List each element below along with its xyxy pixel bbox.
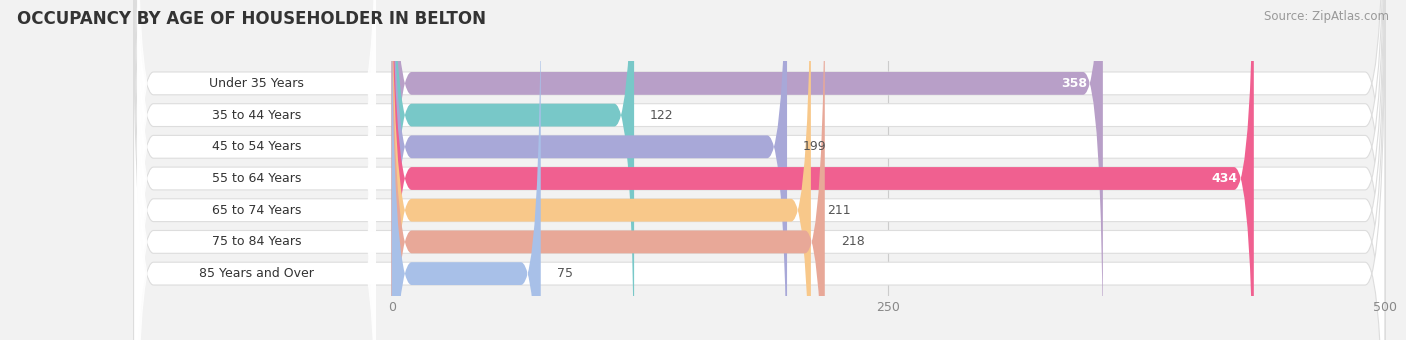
Text: 35 to 44 Years: 35 to 44 Years: [212, 108, 301, 122]
Text: 55 to 64 Years: 55 to 64 Years: [212, 172, 301, 185]
FancyBboxPatch shape: [392, 0, 787, 340]
FancyBboxPatch shape: [392, 0, 1102, 340]
FancyBboxPatch shape: [134, 0, 1385, 340]
FancyBboxPatch shape: [138, 0, 375, 340]
FancyBboxPatch shape: [138, 0, 375, 340]
FancyBboxPatch shape: [134, 0, 1385, 340]
FancyBboxPatch shape: [392, 0, 634, 340]
Text: OCCUPANCY BY AGE OF HOUSEHOLDER IN BELTON: OCCUPANCY BY AGE OF HOUSEHOLDER IN BELTO…: [17, 10, 486, 28]
Text: 211: 211: [827, 204, 851, 217]
FancyBboxPatch shape: [134, 0, 1385, 340]
Text: Under 35 Years: Under 35 Years: [209, 77, 304, 90]
Text: 358: 358: [1062, 77, 1087, 90]
Text: 75: 75: [557, 267, 572, 280]
Text: 199: 199: [803, 140, 827, 153]
FancyBboxPatch shape: [138, 30, 375, 340]
Text: 45 to 54 Years: 45 to 54 Years: [212, 140, 301, 153]
FancyBboxPatch shape: [134, 0, 1385, 340]
FancyBboxPatch shape: [138, 0, 375, 340]
Text: 65 to 74 Years: 65 to 74 Years: [212, 204, 301, 217]
Text: 434: 434: [1212, 172, 1237, 185]
Text: 75 to 84 Years: 75 to 84 Years: [212, 235, 301, 249]
Text: 122: 122: [650, 108, 673, 122]
FancyBboxPatch shape: [392, 0, 811, 340]
FancyBboxPatch shape: [134, 0, 1385, 340]
Text: Source: ZipAtlas.com: Source: ZipAtlas.com: [1264, 10, 1389, 23]
Text: 85 Years and Over: 85 Years and Over: [200, 267, 314, 280]
FancyBboxPatch shape: [392, 0, 825, 340]
FancyBboxPatch shape: [134, 0, 1385, 340]
FancyBboxPatch shape: [392, 0, 1254, 340]
FancyBboxPatch shape: [392, 0, 541, 340]
FancyBboxPatch shape: [138, 0, 375, 340]
Text: 218: 218: [841, 235, 865, 249]
FancyBboxPatch shape: [138, 0, 375, 340]
FancyBboxPatch shape: [138, 0, 375, 327]
FancyBboxPatch shape: [134, 0, 1385, 340]
